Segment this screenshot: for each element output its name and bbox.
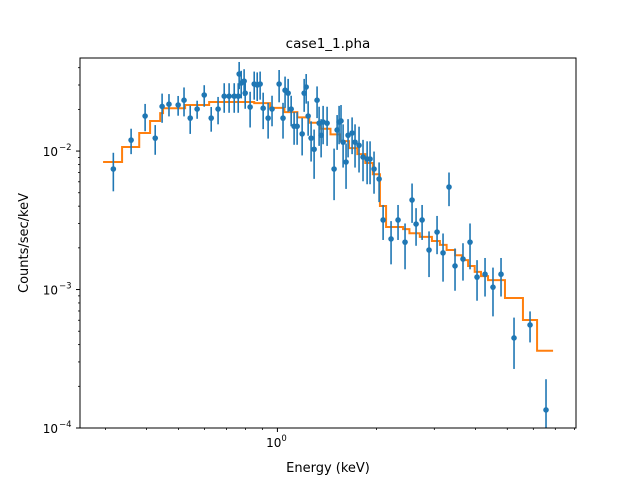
data-point (152, 135, 159, 141)
data-point (308, 135, 314, 141)
data-point (257, 81, 263, 87)
data-point (482, 271, 488, 278)
chart-title: case1_1.pha (286, 36, 371, 52)
y-tick-label-exponent: −4 (59, 420, 72, 430)
data-point (247, 104, 253, 110)
data-point (419, 217, 425, 223)
data-point (159, 103, 165, 110)
x-tick-label-exponent: 0 (281, 434, 286, 444)
data-point (285, 90, 291, 96)
data-point (175, 102, 181, 108)
data-point (446, 184, 452, 190)
y-tick-label-base: 10 (43, 422, 58, 436)
data-point (452, 263, 458, 269)
model-step-line (103, 101, 554, 352)
data-point (395, 217, 401, 223)
x-tick-label: 100 (266, 434, 287, 450)
data-point (260, 105, 266, 111)
axes-frame (79, 57, 577, 429)
data-point (511, 335, 517, 341)
data-point (352, 139, 358, 145)
data-point (181, 97, 187, 103)
x-tick-label-base: 10 (266, 436, 281, 450)
data-point (380, 217, 386, 223)
data-point (343, 159, 349, 165)
data-point (194, 106, 200, 112)
data-point (221, 93, 228, 100)
data-point (166, 101, 172, 107)
data-point (208, 115, 215, 121)
data-point (303, 84, 309, 90)
data-point (440, 250, 446, 256)
data-point (388, 236, 394, 242)
data-point (305, 113, 311, 119)
x-axis-label: Energy (keV) (286, 461, 370, 476)
data-point (460, 256, 466, 262)
y-tick-label-exponent: −2 (59, 143, 72, 153)
data-point (338, 118, 344, 124)
data-point (110, 166, 117, 172)
data-point (242, 90, 248, 96)
data-point (409, 197, 415, 203)
data-point (265, 115, 271, 121)
data-point (340, 139, 346, 145)
data-point (426, 247, 432, 253)
data-point (356, 142, 362, 149)
data-point (527, 322, 533, 328)
data-point (280, 115, 286, 121)
data-point (231, 93, 238, 100)
data-point (371, 166, 377, 172)
data-point (467, 239, 473, 245)
data-point (311, 146, 317, 153)
data-point (376, 176, 382, 182)
data-point (498, 271, 504, 278)
data-point (434, 229, 440, 235)
data-point (142, 113, 148, 119)
data-point (201, 92, 208, 98)
data-point (241, 78, 247, 84)
data-point (187, 115, 194, 121)
data-point (226, 93, 232, 100)
y-tick-label-base: 10 (43, 145, 58, 159)
plot-content (103, 61, 554, 428)
data-point (215, 106, 221, 112)
data-point (402, 239, 408, 245)
data-point (367, 156, 373, 162)
data-point (543, 407, 549, 413)
data-point (331, 166, 337, 172)
data-point (269, 106, 275, 112)
data-point (324, 120, 330, 126)
y-axis-label: Counts/sec/keV (17, 193, 32, 293)
data-point (474, 274, 480, 280)
data-point (276, 81, 282, 87)
data-point (235, 93, 242, 100)
data-point (413, 221, 419, 227)
data-point (299, 131, 305, 137)
y-tick-label-base: 10 (43, 284, 58, 298)
y-tick-label-exponent: −3 (59, 282, 72, 292)
data-point (490, 284, 496, 290)
y-tick-label: 10−4 (43, 420, 72, 436)
data-point (288, 106, 294, 112)
y-tick-label: 10−2 (43, 143, 72, 159)
data-point (314, 97, 320, 103)
data-point (294, 123, 300, 130)
y-tick-label: 10−3 (43, 282, 72, 298)
data-point (128, 137, 134, 143)
data-point (349, 130, 355, 136)
